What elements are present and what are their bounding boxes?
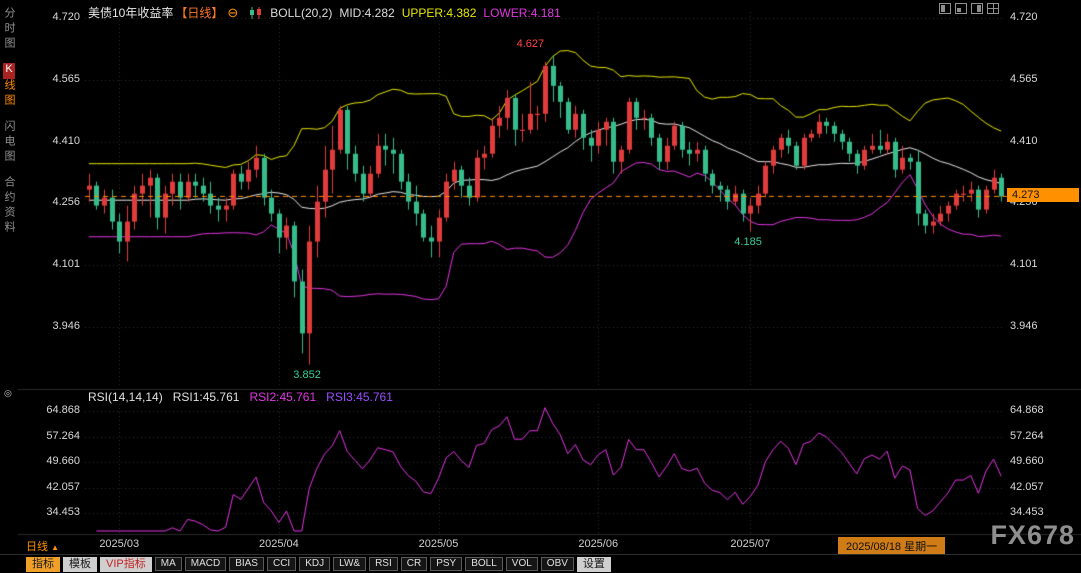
annotation-3-852: 3.852 — [293, 368, 321, 381]
tab-indicator[interactable]: 指标 — [26, 556, 60, 572]
rsi-header: RSI(14,14,14) RSI1:45.761 RSI2:45.761 RS… — [88, 390, 393, 404]
rsi-tick-left: 57.264 — [46, 429, 80, 442]
price-tick-left: 4.410 — [52, 134, 80, 147]
page-title: 美债10年收益率 — [88, 6, 174, 20]
x-axis-month-label: 2025/07 — [730, 538, 771, 550]
layout-right-icon[interactable] — [971, 3, 983, 14]
sidebar-item-kline-chart[interactable]: K线图 — [3, 63, 15, 109]
rsi-tick-right: 57.264 — [1010, 429, 1044, 442]
boll-label: BOLL(20,2) — [270, 5, 333, 20]
rsi-tick-right: 49.660 — [1010, 455, 1044, 467]
rsi-tick-left: 34.453 — [46, 506, 80, 518]
annotation-4-185: 4.185 — [734, 235, 762, 248]
x-axis-month-label: 2025/05 — [418, 538, 459, 550]
rsi-tick-right: 42.057 — [1010, 480, 1044, 493]
rsi-tick-right: 64.868 — [1010, 404, 1044, 416]
last-price-marker: 4.273 — [1007, 188, 1079, 203]
indicator-button-macd[interactable]: MACD — [184, 557, 227, 571]
indicator-button-obv[interactable]: OBV — [540, 557, 574, 571]
rsi2-value: RSI2:45.761 — [249, 390, 317, 404]
sidebar-item-time-chart[interactable]: 分时图 — [3, 7, 15, 52]
indicator-button-cr[interactable]: CR — [400, 557, 428, 571]
kline-tab-highlight: K — [3, 63, 15, 79]
price-tick-right: 4.101 — [1010, 258, 1038, 271]
collapse-icon[interactable]: ⊖ — [227, 4, 239, 20]
price-tick-right: 4.720 — [1010, 11, 1038, 23]
window-layout-icons — [939, 3, 999, 14]
dropdown-up-icon: ▲ — [51, 543, 59, 552]
indicator-pane-icon[interactable]: ◎ — [4, 388, 12, 398]
price-tick-right: 3.946 — [1010, 319, 1038, 332]
rsi-tick-left: 42.057 — [46, 480, 80, 493]
layout-single-icon[interactable] — [939, 3, 951, 14]
indicator-button-cci[interactable]: CCI — [266, 557, 297, 571]
sidebar-item-contract-info[interactable]: 合约资料 — [3, 176, 15, 236]
sidebar: 分时图 K线图 闪电图 合约资料 — [0, 0, 18, 573]
bottom-toolbar: 指标 模板 VIP指标 MA MACD BIAS CCI KDJ LW& RSI CR PSY B… — [0, 554, 1081, 573]
sidebar-item-lightning-chart[interactable]: 闪电图 — [3, 120, 15, 165]
annotation-4-627: 4.627 — [516, 38, 545, 51]
rsi1-value: RSI1:45.761 — [172, 390, 240, 404]
price-tick-left: 4.565 — [52, 72, 80, 85]
rsi3-value: RSI3:45.761 — [326, 390, 393, 404]
indicator-button-kdj[interactable]: KDJ — [299, 557, 331, 571]
price-tick-left: 4.720 — [52, 11, 80, 23]
indicator-buttons: MA MACD BIAS CCI KDJ LW& RSI CR PSY BOLL VOL OBV — [154, 557, 574, 571]
boll-mid-value: MID:4.282 — [339, 5, 395, 20]
boll-upper-value: UPPER:4.382 — [401, 5, 477, 20]
tab-vip-indicator[interactable]: VIP指标 — [100, 556, 152, 572]
settings-button[interactable]: 设置 — [576, 556, 611, 572]
price-tick-left: 4.101 — [52, 258, 80, 271]
period-selector[interactable]: 日线 ▲ — [26, 538, 59, 554]
boll-lower-value: LOWER:4.181 — [483, 5, 561, 20]
x-axis-month-label: 2025/06 — [578, 538, 619, 550]
indicator-button-lw[interactable]: LW& — [333, 557, 367, 571]
x-axis-month-label: 2025/03 — [99, 538, 140, 550]
indicator-button-rsi[interactable]: RSI — [369, 557, 398, 571]
indicator-button-boll[interactable]: BOLL — [465, 557, 503, 571]
period-label: 日线 — [26, 541, 48, 553]
current-date-label: 2025/08/18 星期一 — [838, 537, 946, 555]
tab-template[interactable]: 模板 — [63, 556, 97, 572]
price-tick-left: 4.256 — [52, 196, 80, 209]
rsi-tick-right: 34.453 — [1010, 506, 1044, 518]
rsi-params-label: RSI(14,14,14) — [88, 390, 163, 404]
rsi-tick-left: 49.660 — [46, 455, 80, 467]
rsi-tick-left: 64.868 — [46, 404, 80, 416]
indicator-button-ma[interactable]: MA — [154, 557, 182, 571]
candlestick-icon — [249, 6, 263, 19]
indicator-button-vol[interactable]: VOL — [505, 557, 538, 571]
price-tick-left: 3.946 — [52, 319, 80, 332]
price-tick-right: 4.410 — [1010, 134, 1038, 147]
x-axis-month-label: 2025/04 — [258, 538, 299, 550]
layout-grid-icon[interactable] — [987, 3, 999, 14]
layout-split-icon[interactable] — [955, 3, 967, 14]
indicator-button-psy[interactable]: PSY — [430, 557, 463, 571]
price-tick-right: 4.565 — [1010, 72, 1038, 85]
period-tag: 【日线】 — [175, 6, 224, 20]
watermark: FX678 — [990, 520, 1075, 550]
chart-header: 美债10年收益率 【日线】 ⊖ BOLL(20,2) MID:4.282 UPP… — [88, 4, 561, 21]
indicator-button-bias[interactable]: BIAS — [229, 557, 264, 571]
